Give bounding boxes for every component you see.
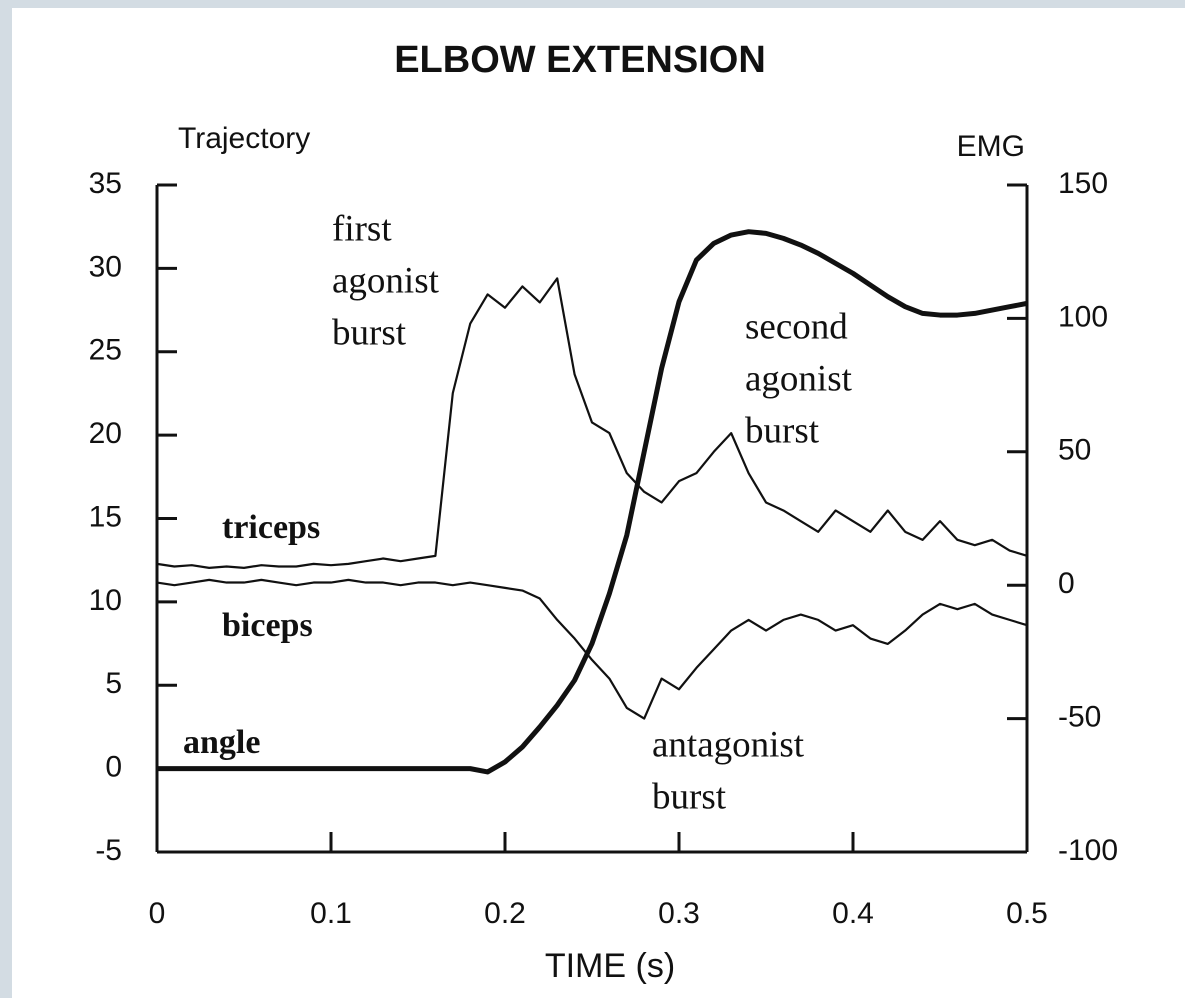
annotation: burst: [332, 312, 407, 353]
series-label: angle: [183, 724, 260, 761]
annotation: second: [745, 306, 848, 347]
y-tick-label: 25: [89, 334, 122, 367]
y-tick-label: 15: [89, 500, 122, 533]
y-axis-label: Trajectory: [178, 122, 310, 155]
y-tick-label: -5: [95, 834, 122, 867]
y-tick-label: 30: [89, 250, 122, 283]
line-triceps: [156, 277, 1028, 569]
series-label: biceps: [222, 607, 313, 644]
annotation: first: [332, 208, 392, 249]
series-label: triceps: [222, 509, 320, 546]
line-angle: [157, 229, 1028, 775]
y-tick-label: 35: [89, 167, 122, 200]
y-tick-label: 20: [89, 417, 122, 450]
y-tick-label: 5: [105, 667, 122, 700]
annotation: burst: [745, 410, 820, 451]
x-tick-label: 0.2: [484, 897, 526, 930]
line-biceps: [156, 578, 1028, 720]
annotation: agonist: [332, 260, 440, 301]
y-tick-label: 0: [105, 751, 122, 784]
x-tick-label: 0.3: [658, 897, 700, 930]
y2-axis-label: EMG: [957, 130, 1025, 163]
y2-tick-label: 150: [1058, 167, 1108, 200]
x-tick-label: 0.1: [310, 897, 352, 930]
y-tick-label: 10: [89, 584, 122, 617]
x-tick-label: 0.4: [832, 897, 874, 930]
y2-tick-label: -100: [1058, 834, 1118, 867]
chart-background: [12, 8, 1185, 998]
y2-tick-label: 0: [1058, 567, 1075, 600]
annotation: agonist: [745, 358, 853, 399]
y2-tick-label: 100: [1058, 300, 1108, 333]
x-tick-label: 0: [149, 897, 166, 930]
x-axis-label: TIME (s): [545, 947, 675, 985]
chart-title: ELBOW EXTENSION: [394, 39, 766, 81]
x-tick-label: 0.5: [1006, 897, 1048, 930]
annotation: burst: [652, 776, 727, 817]
y2-tick-label: -50: [1058, 701, 1101, 734]
y2-tick-label: 50: [1058, 434, 1091, 467]
annotation: antagonist: [652, 724, 805, 765]
